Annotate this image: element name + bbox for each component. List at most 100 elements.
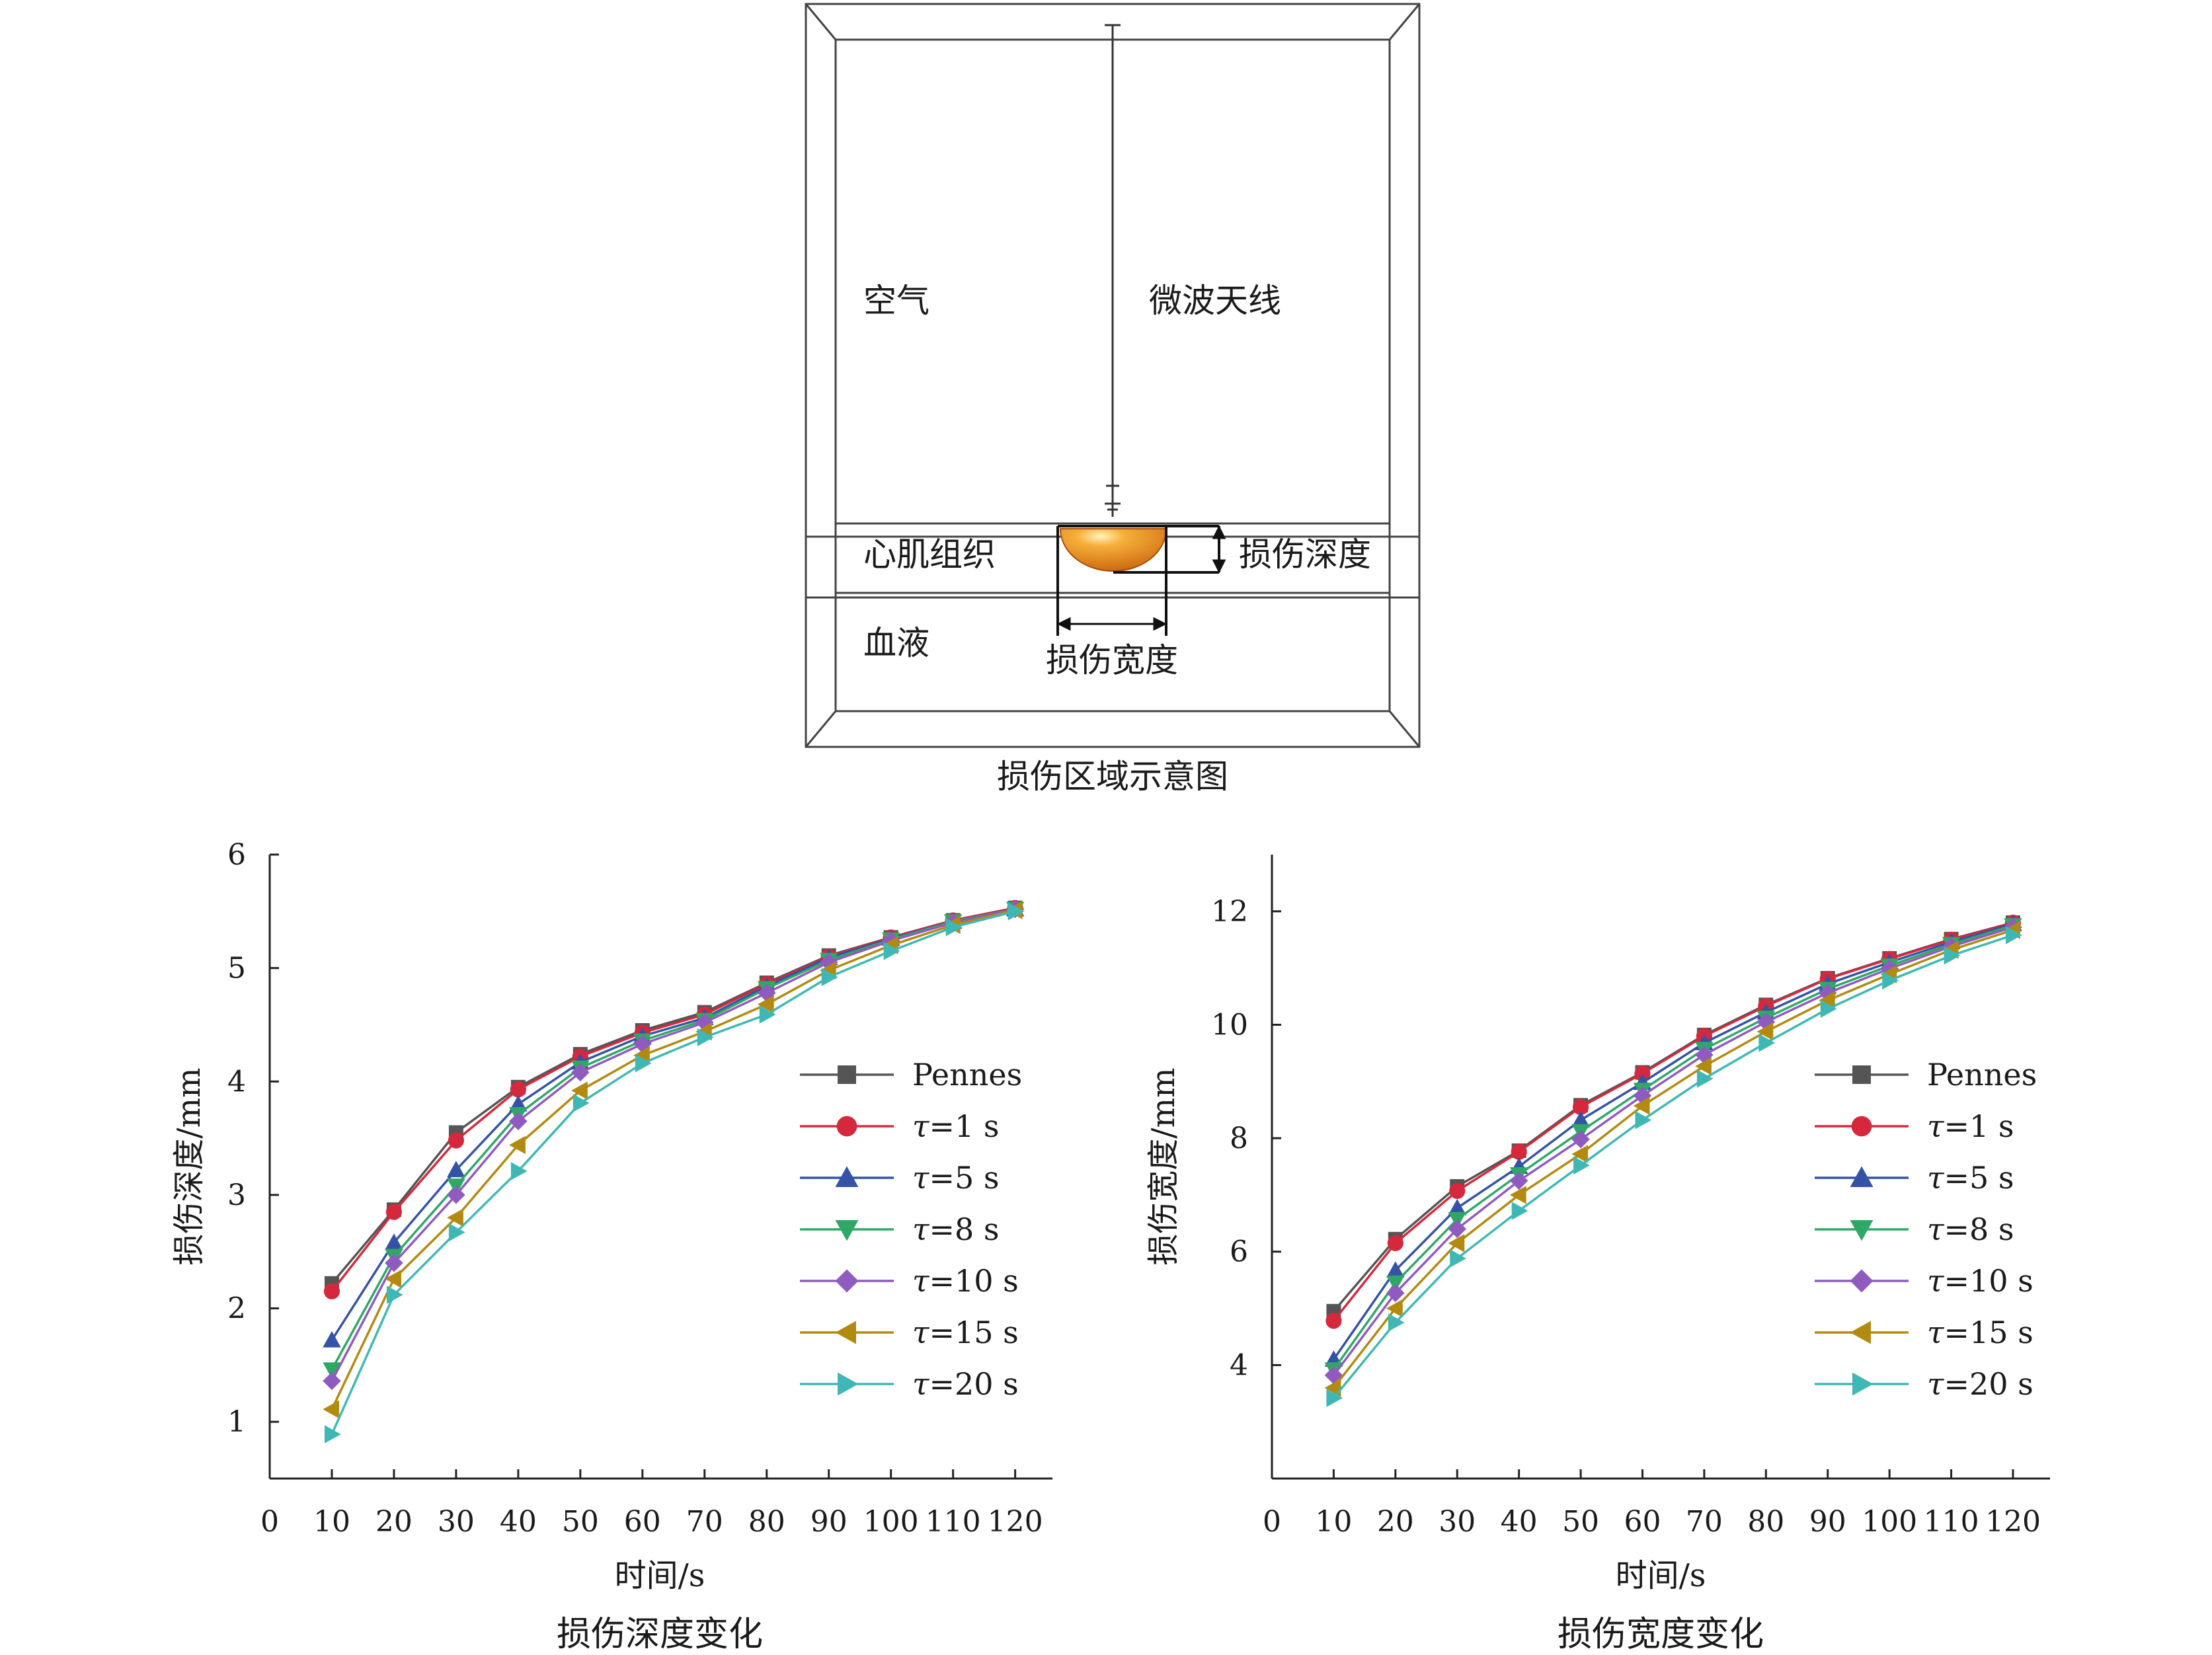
label-lesion-width: 损伤宽度 bbox=[1046, 641, 1178, 679]
width-y-tick-label: 8 bbox=[1230, 1122, 1248, 1155]
depth-y-tick-label: 3 bbox=[227, 1178, 246, 1212]
width-series-5-line bbox=[1333, 929, 2014, 1389]
depth-legend-label: τ=10 s bbox=[912, 1263, 1019, 1299]
depth-series-1-point bbox=[510, 1081, 526, 1098]
depth-legend-entry: τ=8 s bbox=[800, 1212, 1000, 1247]
width-legend-label: τ=15 s bbox=[1927, 1315, 2034, 1350]
width-legend-marker bbox=[1852, 1065, 1871, 1084]
depth-legend-entry: τ=15 s bbox=[800, 1315, 1019, 1350]
width-series-4-point bbox=[1509, 1171, 1528, 1190]
width-legend-entry: τ=8 s bbox=[1815, 1212, 2014, 1247]
label-air: 空气 bbox=[863, 282, 929, 320]
depth-series-6-point bbox=[448, 1223, 465, 1242]
depth-ticks: 0 10 20 30 40 50 60 70 80 90 100 110 120 1 2 3 4 5 6 bbox=[227, 838, 1043, 1539]
model-box-outer bbox=[805, 3, 1421, 748]
depth-legend-label: τ=15 s bbox=[912, 1315, 1019, 1350]
depth-legend-marker bbox=[835, 1269, 859, 1293]
width-legend-entry: τ=15 s bbox=[1815, 1315, 2034, 1350]
width-y-tick-label: 10 bbox=[1211, 1008, 1248, 1042]
width-series-6-point bbox=[1635, 1110, 1652, 1130]
width-series-6-point bbox=[1882, 971, 1899, 990]
depth-legend-marker bbox=[835, 1220, 859, 1241]
width-legend-label: Pennes bbox=[1927, 1057, 2037, 1093]
width-legend-label: τ=8 s bbox=[1927, 1212, 2014, 1247]
width-series-5-point bbox=[1386, 1299, 1403, 1318]
depth-chart-title: 损伤深度变化 bbox=[557, 1615, 763, 1654]
depth-axes bbox=[268, 855, 1052, 1480]
depth-x-tick-label: 120 bbox=[988, 1505, 1043, 1539]
microwave-antenna bbox=[1105, 24, 1121, 517]
width-x-tick-label: 90 bbox=[1809, 1505, 1846, 1539]
lesion-region bbox=[1059, 528, 1167, 572]
depth-x-tick-label: 10 bbox=[313, 1505, 350, 1539]
depth-series-4-point bbox=[571, 1063, 590, 1082]
depth-series-2-point bbox=[385, 1233, 403, 1250]
depth-series-5-point bbox=[757, 995, 774, 1014]
depth-series-4-point bbox=[385, 1254, 403, 1272]
width-series-2-point bbox=[1386, 1261, 1405, 1278]
width-arrow bbox=[1056, 617, 1167, 631]
width-series-6-point bbox=[1388, 1313, 1405, 1332]
width-series-2-line bbox=[1332, 923, 2014, 1360]
depth-series-5-point bbox=[447, 1208, 463, 1227]
label-blood: 血液 bbox=[863, 624, 929, 662]
depth-y-tick-label: 5 bbox=[227, 952, 246, 985]
depth-x-tick-label: 60 bbox=[624, 1505, 661, 1539]
depth-legend-entry: τ=5 s bbox=[800, 1160, 1000, 1196]
depth-y-tick-label: 1 bbox=[227, 1405, 246, 1439]
depth-series-4-point bbox=[509, 1112, 528, 1131]
depth-series-6-point bbox=[883, 942, 900, 960]
depth-y-tick-label: 2 bbox=[227, 1292, 246, 1326]
width-x-tick-label: 20 bbox=[1377, 1505, 1414, 1539]
width-series-4 bbox=[1324, 918, 2022, 1385]
width-series-5-point bbox=[1571, 1145, 1589, 1163]
depth-x-tick-label: 40 bbox=[500, 1505, 537, 1539]
width-series-3 bbox=[1324, 918, 2022, 1379]
width-legend-marker bbox=[1850, 1321, 1871, 1344]
width-legend-marker bbox=[1850, 1269, 1874, 1293]
width-series-5-point bbox=[1757, 1022, 1774, 1041]
width-series-6-point bbox=[1944, 946, 1961, 965]
depth-arrow bbox=[1212, 525, 1226, 574]
width-series-5 bbox=[1324, 921, 2020, 1397]
depth-legend-label: τ=1 s bbox=[912, 1108, 1000, 1144]
depth-x-tick-label: 20 bbox=[375, 1505, 413, 1539]
depth-legend-entry: τ=10 s bbox=[800, 1263, 1019, 1299]
depth-y-axis-label: 损伤深度/mm bbox=[171, 1067, 208, 1265]
depth-x-tick-label: 70 bbox=[686, 1505, 723, 1539]
width-x-tick-label: 60 bbox=[1624, 1505, 1661, 1539]
depth-series-6-point bbox=[573, 1094, 590, 1112]
width-series-3-line bbox=[1332, 924, 2014, 1371]
depth-legend-label: Pennes bbox=[912, 1057, 1022, 1093]
depth-series-4-point bbox=[323, 1371, 341, 1391]
width-series-4-point bbox=[1571, 1130, 1590, 1149]
depth-legend-marker bbox=[836, 1116, 857, 1137]
depth-series-4-point bbox=[447, 1186, 465, 1204]
width-legend-marker bbox=[1850, 1166, 1874, 1187]
width-legend-marker bbox=[1850, 1220, 1874, 1241]
depth-series-1-point bbox=[323, 1283, 340, 1299]
width-axes bbox=[1271, 855, 2050, 1480]
width-series-6-point bbox=[1511, 1202, 1528, 1220]
depth-series-5-point bbox=[633, 1046, 650, 1065]
depth-series-6-point bbox=[635, 1054, 652, 1073]
depth-legend-marker bbox=[835, 1321, 856, 1344]
width-legend-entry: τ=20 s bbox=[1815, 1366, 2034, 1402]
depth-x-tick-label: 90 bbox=[810, 1505, 848, 1539]
width-series-4-point bbox=[1386, 1284, 1405, 1303]
depth-series-6-point bbox=[510, 1162, 528, 1180]
width-legend-marker bbox=[1851, 1116, 1872, 1137]
width-legend-marker bbox=[1852, 1372, 1874, 1396]
depth-series-6-point bbox=[697, 1028, 714, 1047]
width-series-1-point bbox=[1449, 1182, 1466, 1200]
label-antenna: 微波天线 bbox=[1149, 282, 1281, 320]
width-series-4-point bbox=[1448, 1219, 1466, 1239]
width-legend-label: τ=1 s bbox=[1927, 1108, 2014, 1144]
depth-x-axis-label: 时间/s bbox=[615, 1557, 705, 1594]
depth-series-1-point bbox=[448, 1132, 465, 1149]
depth-series-5-line bbox=[331, 909, 1016, 1410]
width-series-4-line bbox=[1333, 926, 2014, 1376]
width-series-1-point bbox=[1572, 1098, 1589, 1115]
depth-series-2-point bbox=[323, 1330, 341, 1348]
